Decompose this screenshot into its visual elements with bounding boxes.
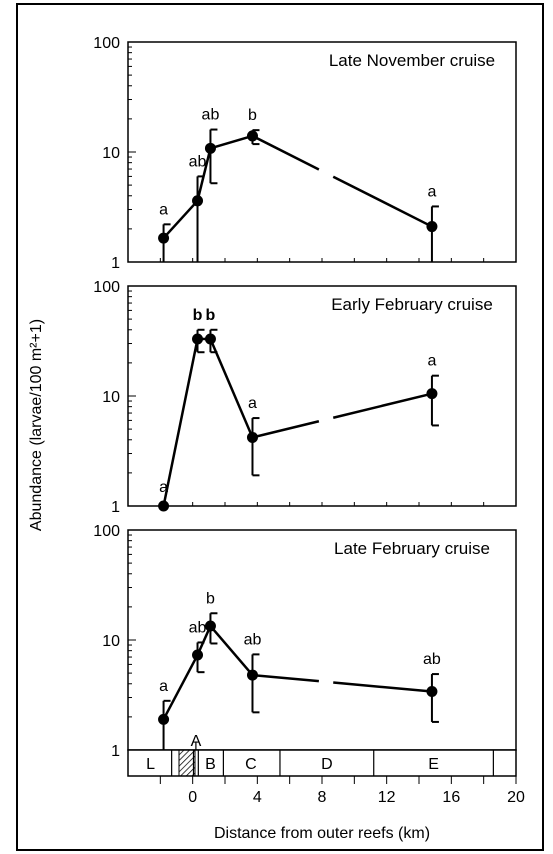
y-tick-label: 100 (93, 523, 120, 540)
series-line (251, 134, 320, 171)
panel-title: Late November cruise (329, 51, 495, 70)
significance-letter: b (206, 307, 216, 324)
data-point (158, 232, 170, 244)
significance-letter: a (159, 678, 168, 695)
data-point (426, 221, 438, 233)
zone-label-c: C (245, 756, 257, 773)
zone-label-a: A (191, 733, 202, 750)
data-point (426, 388, 438, 400)
y-axis-label: Abundance (larvae/100 m²+1) (28, 319, 45, 531)
y-tick-label: 10 (102, 633, 120, 650)
panel-title: Early February cruise (331, 295, 493, 314)
series-line (209, 338, 254, 438)
chart-panel-2: 1 10 100 Early February cruise a b b a a (93, 279, 517, 516)
x-tick-label: 20 (507, 789, 525, 806)
significance-letter: ab (189, 153, 207, 170)
x-tick-label: 8 (318, 789, 327, 806)
data-point (246, 669, 258, 681)
zone-bar: L AB C D E (127, 733, 517, 777)
significance-letter: a (159, 479, 168, 496)
chart-panel-3: 1 10 100 Late February cruise a ab b ab ab (93, 523, 517, 760)
data-point (204, 333, 216, 345)
plot-frame (127, 41, 517, 263)
data-point (158, 713, 170, 725)
series-line (332, 175, 433, 228)
significance-letter: b (206, 590, 215, 607)
significance-letter: a (248, 395, 257, 412)
data-point (204, 620, 216, 632)
y-tick-label: 100 (93, 35, 120, 52)
series-line (333, 681, 433, 693)
y-tick-label: 1 (111, 255, 120, 272)
figure-border (16, 3, 544, 851)
zone-label-e: E (428, 756, 439, 773)
significance-letter: ab (423, 651, 441, 668)
significance-letter: b (248, 107, 257, 124)
y-tick-label: 1 (111, 743, 120, 760)
series-line (162, 338, 199, 507)
plot-frame (127, 529, 517, 751)
series-line (252, 673, 319, 683)
series-line (332, 392, 433, 419)
zone-label-d: D (321, 756, 333, 773)
data-point (246, 431, 258, 443)
x-tick-label: 16 (442, 789, 460, 806)
x-axis-label: Distance from outer reefs (km) (214, 825, 430, 842)
panel-title: Late February cruise (334, 539, 490, 558)
significance-letter: ab (189, 619, 207, 636)
data-point (192, 333, 204, 345)
zone-label-b: B (205, 756, 216, 773)
significance-letter: ab (202, 107, 220, 124)
series-line (252, 420, 320, 439)
x-tick-label: 0 (188, 789, 197, 806)
x-tick-label: 12 (378, 789, 396, 806)
y-tick-label: 10 (102, 389, 120, 406)
data-point (158, 500, 170, 512)
y-tick-label: 10 (102, 145, 120, 162)
series-line (196, 148, 212, 202)
data-point (246, 130, 258, 142)
x-tick-label: 4 (253, 789, 262, 806)
significance-letter: a (427, 183, 436, 200)
data-point (192, 195, 204, 207)
series-line (209, 625, 254, 676)
series-line (162, 654, 199, 720)
series-line (162, 199, 199, 239)
chart-panel-1: 1 10 100 Late November cruise a ab ab b a (93, 35, 517, 272)
significance-letter: a (427, 353, 436, 370)
reef-hatch-zone (178, 749, 196, 777)
x-axis: 0 4 8 12 16 20 (159, 776, 525, 806)
data-point (204, 142, 216, 154)
y-tick-label: 100 (93, 279, 120, 296)
y-tick-label: 1 (111, 499, 120, 516)
significance-letter: a (159, 201, 168, 218)
zone-label-l: L (146, 756, 155, 773)
series-line (210, 134, 253, 150)
significance-letter: ab (244, 631, 262, 648)
data-point (426, 686, 438, 698)
significance-letter: b (193, 307, 203, 324)
data-point (192, 649, 204, 661)
